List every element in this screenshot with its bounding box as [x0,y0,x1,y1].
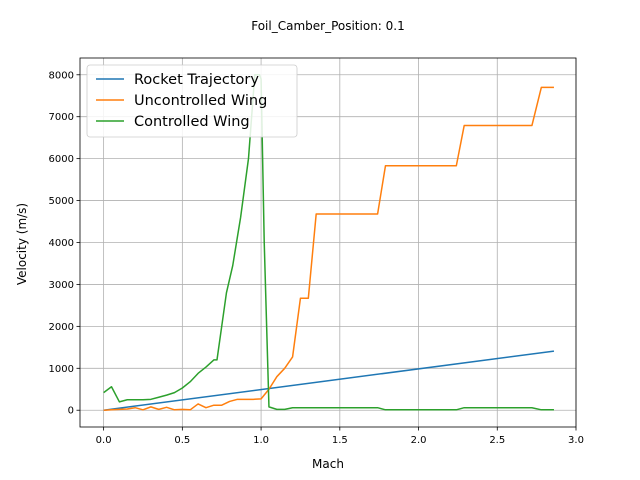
legend-box [86,64,298,138]
y-axis-label: Velocity (m/s) [15,203,29,285]
x-tick-label: 1.5 [332,435,348,446]
x-tick-label: 2.5 [489,435,505,446]
y-tick-label: 1000 [49,364,74,375]
y-tick-label: 2000 [49,322,74,333]
y-tick-label: 8000 [49,70,74,81]
series-line-uncontrolled-wing [103,86,554,411]
chart-title: Foil_Camber_Position: 0.1 [251,19,405,33]
plot-series [103,74,555,411]
series-line-rocket-trajectory [103,350,555,411]
x-tick-label: 3.0 [568,435,584,446]
x-tick-label: 2.0 [411,435,427,446]
x-axis-label: Mach [312,457,344,471]
series-line-controlled-wing [103,74,554,411]
legend-label-controlled-wing: Controlled Wing [134,114,250,130]
legend-label-rocket-trajectory: Rocket Trajectory [134,72,259,88]
x-tick-label: 0.0 [96,435,112,446]
y-tick-label: 5000 [49,196,74,207]
y-tick-label: 3000 [49,280,74,291]
grid [80,58,577,427]
axis-ticks: 0.0 0.5 1.0 1.5 2.0 2.5 3.0 0 1000 2000 3000 4000 50… [49,70,584,446]
legend-label-uncontrolled-wing: Uncontrolled Wing [134,93,267,109]
y-tick-label: 7000 [49,112,74,123]
x-tick-label: 1.0 [253,435,269,446]
y-tick-label: 0 [68,406,74,417]
legend: Rocket Trajectory Uncontrolled Wing Contro… [86,64,298,138]
x-tick-label: 0.5 [174,435,190,446]
y-tick-label: 4000 [49,238,74,249]
y-tick-label: 6000 [49,154,74,165]
